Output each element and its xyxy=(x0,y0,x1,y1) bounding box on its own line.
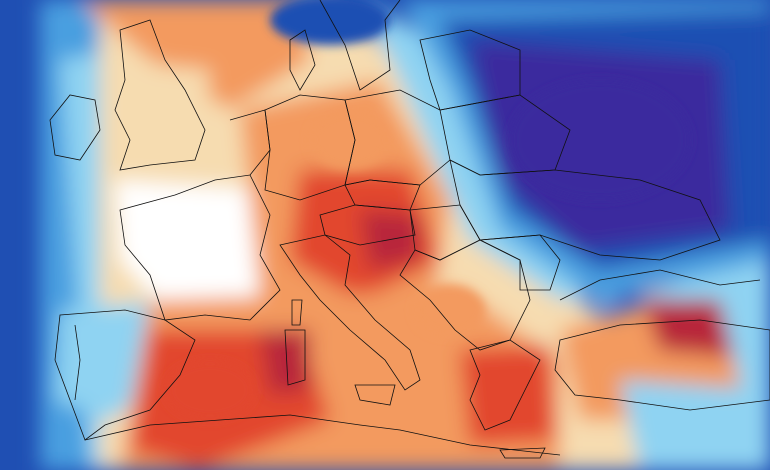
scandinavia-coast xyxy=(319,0,401,91)
ukraine-border xyxy=(449,159,721,261)
ireland-coast xyxy=(49,94,101,161)
greece-coast xyxy=(469,339,541,431)
crete-coast xyxy=(499,447,546,459)
temperature-field xyxy=(40,0,770,470)
france-border xyxy=(119,174,281,321)
czech-border xyxy=(344,179,421,211)
country-borders xyxy=(49,0,770,459)
italy-coast xyxy=(279,234,421,391)
spain-hot-spot xyxy=(165,360,255,420)
sicily-coast xyxy=(354,384,396,406)
sardinia-very-hot xyxy=(260,330,310,395)
greece-hot xyxy=(460,345,555,445)
corsica-coast xyxy=(291,299,303,326)
baltic-border xyxy=(419,29,521,111)
north-africa-coast xyxy=(84,414,561,456)
uk-light xyxy=(110,60,210,175)
iberia-coast xyxy=(54,309,196,441)
russia-purple-spot xyxy=(510,80,690,200)
romania-border xyxy=(478,234,561,291)
austria-very-hot xyxy=(360,210,420,270)
north-sea-warm xyxy=(80,0,310,110)
levant-cool xyxy=(620,380,770,470)
denmark-coast xyxy=(289,29,316,91)
sardinia-coast xyxy=(284,329,306,386)
britain-coast xyxy=(114,19,206,171)
portugal-border xyxy=(74,324,81,401)
poland-warm-spot xyxy=(310,110,390,170)
balkans-warm-spot xyxy=(415,285,485,335)
black-sea-coast xyxy=(559,269,761,301)
turkey-coast xyxy=(554,319,770,411)
